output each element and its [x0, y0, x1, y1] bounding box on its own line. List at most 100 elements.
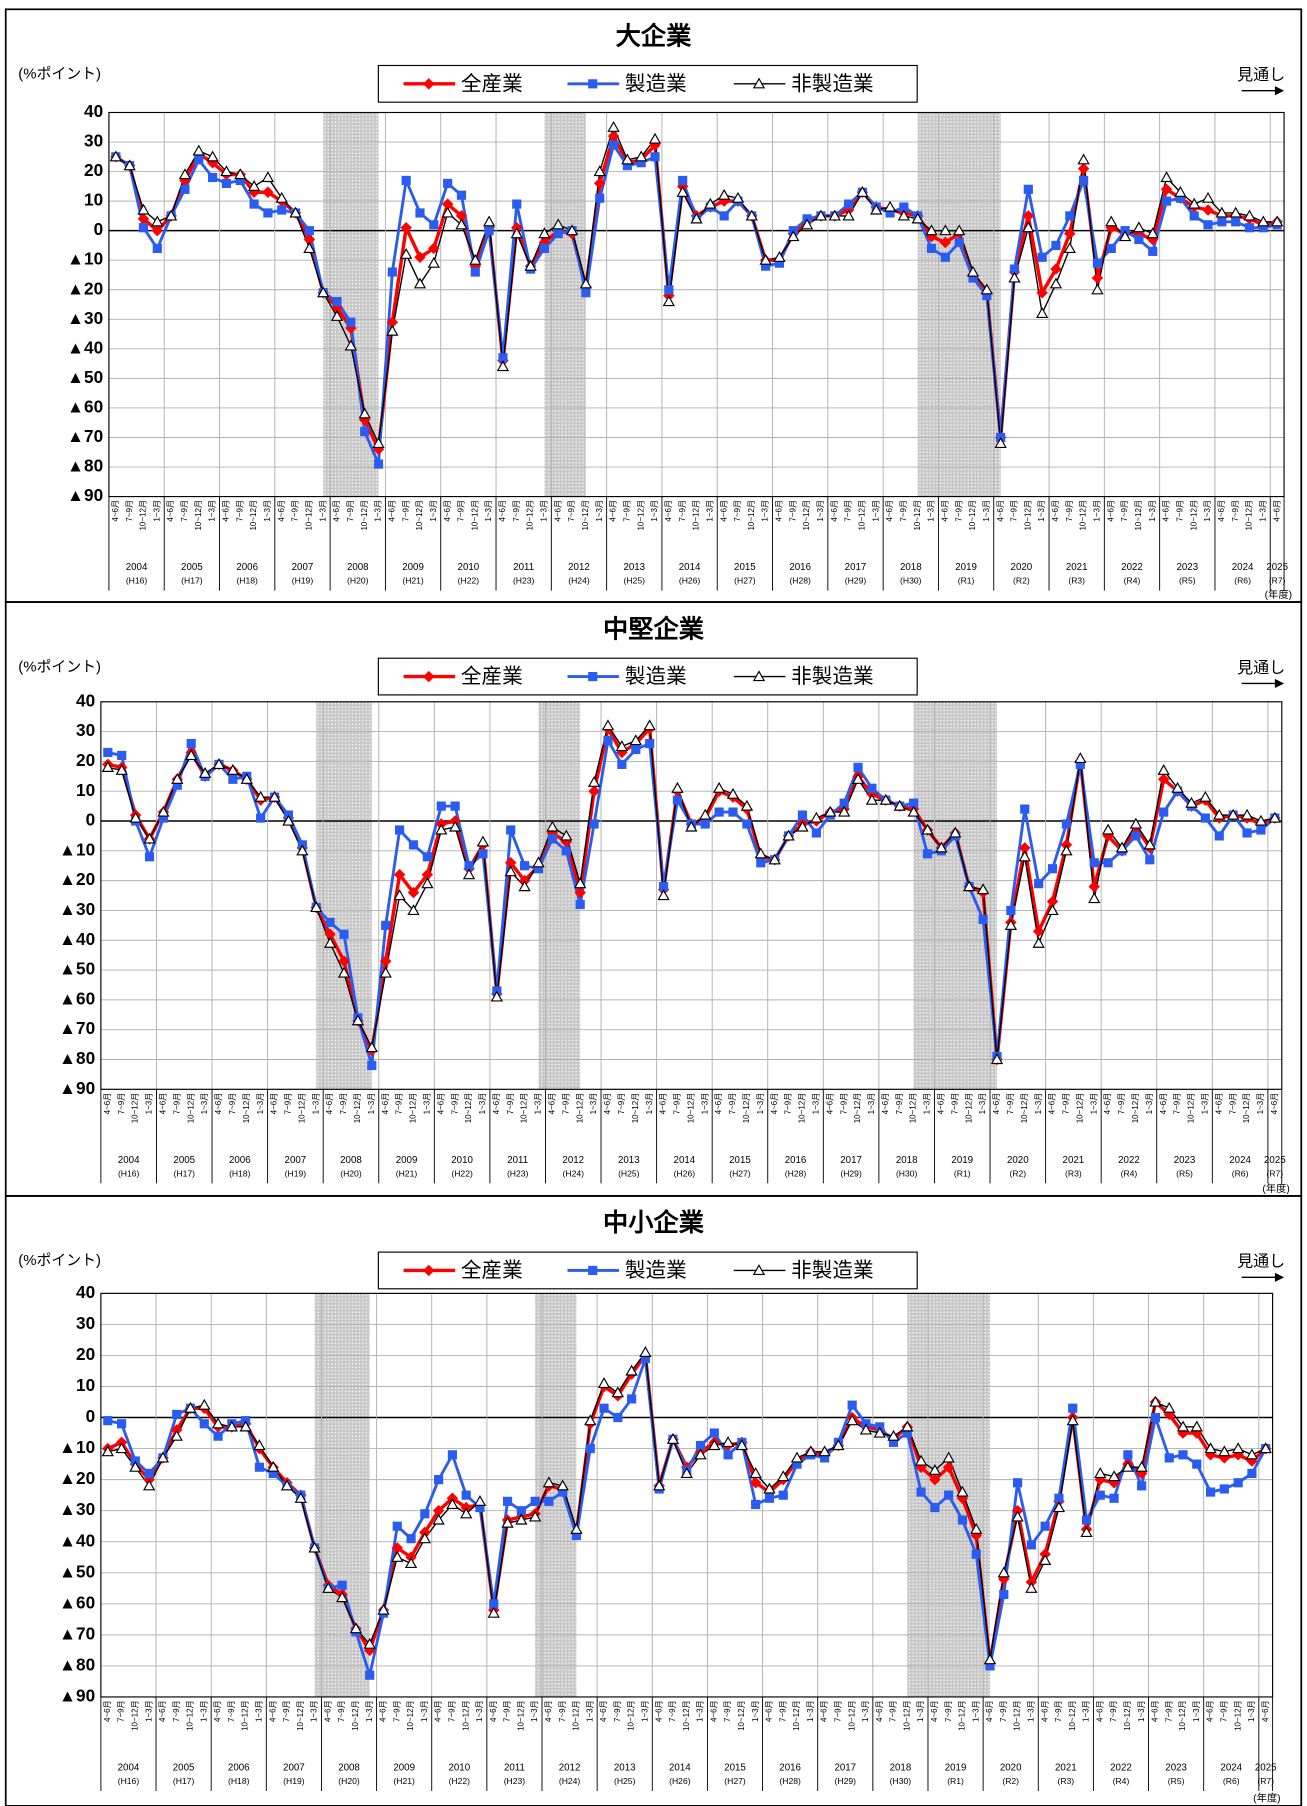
- marker: [116, 1419, 127, 1429]
- marker: [1077, 162, 1090, 175]
- marker: [942, 1451, 955, 1463]
- x-tick-label: 1~3月: [208, 500, 217, 522]
- marker: [1163, 1401, 1176, 1413]
- marker: [940, 252, 950, 262]
- marker: [1157, 764, 1170, 775]
- era-label: (R2): [1002, 1776, 1019, 1786]
- marker: [761, 261, 771, 271]
- year-label: 2016: [779, 1763, 801, 1774]
- marker: [199, 1419, 209, 1429]
- marker: [843, 199, 854, 209]
- marker: [1063, 242, 1076, 253]
- marker: [824, 805, 837, 817]
- x-tick-label: 10~12月: [1187, 1093, 1196, 1124]
- marker: [763, 1482, 776, 1494]
- era-label: (R6): [1223, 1776, 1240, 1786]
- era-label: (R6): [1234, 576, 1251, 586]
- marker: [138, 223, 149, 233]
- marker: [846, 1414, 859, 1426]
- marker: [742, 819, 752, 829]
- marker: [1079, 175, 1089, 186]
- y-tick-label: ▲20: [67, 278, 103, 298]
- marker: [999, 1589, 1009, 1600]
- marker: [749, 1467, 762, 1479]
- marker: [170, 1429, 183, 1441]
- x-tick-label: 1~3月: [982, 500, 991, 522]
- x-tick-label: 1~3月: [311, 1093, 320, 1115]
- marker: [240, 772, 253, 784]
- x-tick-label: 4~6月: [930, 1700, 939, 1722]
- era-label: (H21): [396, 1168, 418, 1178]
- x-tick-label: 4~6月: [103, 1700, 112, 1722]
- marker: [460, 1507, 473, 1519]
- x-tick-label: 1~3月: [263, 500, 272, 522]
- marker: [1175, 193, 1185, 203]
- marker: [1205, 1487, 1216, 1497]
- x-tick-label: 7~9月: [950, 1093, 959, 1115]
- marker: [893, 799, 906, 811]
- marker: [1256, 825, 1266, 835]
- marker: [1185, 796, 1198, 808]
- year-label: 2020: [1011, 562, 1033, 573]
- marker: [198, 767, 212, 778]
- marker: [427, 256, 440, 268]
- x-tick-label: 7~9月: [235, 500, 244, 522]
- era-label: (H24): [563, 1168, 585, 1178]
- marker: [560, 829, 573, 841]
- y-tick-label: ▲40: [59, 1530, 95, 1550]
- marker: [1101, 823, 1115, 835]
- x-tick-label: 7~9月: [1164, 1700, 1173, 1722]
- marker: [338, 955, 350, 967]
- marker: [277, 205, 287, 215]
- era-label: (H24): [568, 576, 590, 586]
- marker: [963, 880, 976, 892]
- x-tick-label: 10~12月: [968, 500, 977, 531]
- marker: [391, 1550, 404, 1562]
- legend-box: [377, 657, 918, 696]
- marker: [1077, 153, 1090, 165]
- y-tick-label: 20: [84, 160, 103, 180]
- y-tick-label: ▲60: [67, 396, 103, 416]
- x-tick-label: 10~12月: [909, 1093, 918, 1124]
- marker: [902, 1428, 912, 1438]
- marker: [432, 1504, 445, 1517]
- marker: [455, 218, 468, 230]
- marker: [1060, 844, 1073, 856]
- marker: [1009, 264, 1020, 274]
- marker: [1064, 227, 1076, 240]
- x-tick-label: 7~9月: [944, 1700, 953, 1722]
- marker: [1247, 1468, 1257, 1479]
- marker: [756, 858, 766, 868]
- x-tick-label: 4~6月: [775, 500, 784, 522]
- marker: [662, 295, 675, 307]
- year-label: 2022: [1110, 1763, 1132, 1774]
- marker: [1145, 855, 1155, 865]
- marker: [344, 339, 357, 351]
- x-tick-label: 4~6月: [166, 500, 175, 522]
- marker: [579, 277, 593, 289]
- x-tick-label: 4~6月: [937, 1093, 946, 1115]
- marker: [901, 1420, 914, 1432]
- plot-frame: [108, 111, 1285, 498]
- x-tick-label: 4~6月: [659, 1093, 668, 1115]
- x-tick-label: 4~6月: [214, 1093, 223, 1115]
- marker: [381, 920, 391, 930]
- marker: [1052, 1501, 1066, 1513]
- marker: [1034, 879, 1044, 889]
- x-tick-label: 10~12月: [913, 500, 922, 531]
- marker: [839, 798, 849, 808]
- x-tick-label: 10~12月: [131, 1093, 140, 1124]
- x-tick-label: 7~9月: [613, 1700, 622, 1722]
- year-label: 2017: [834, 1763, 856, 1774]
- year-label: 2017: [845, 562, 867, 573]
- x-tick-label: 1~3月: [478, 1093, 487, 1115]
- y-axis-label: (%ポイント): [18, 1252, 101, 1269]
- legend-label: 製造業: [625, 665, 687, 688]
- marker: [386, 324, 399, 336]
- x-tick-label: 1~3月: [318, 500, 327, 522]
- marker: [420, 1509, 430, 1519]
- marker: [1231, 217, 1241, 227]
- x-tick-label: 10~12月: [692, 500, 701, 531]
- x-tick-label: 10~12月: [1178, 1700, 1187, 1731]
- marker: [759, 253, 772, 265]
